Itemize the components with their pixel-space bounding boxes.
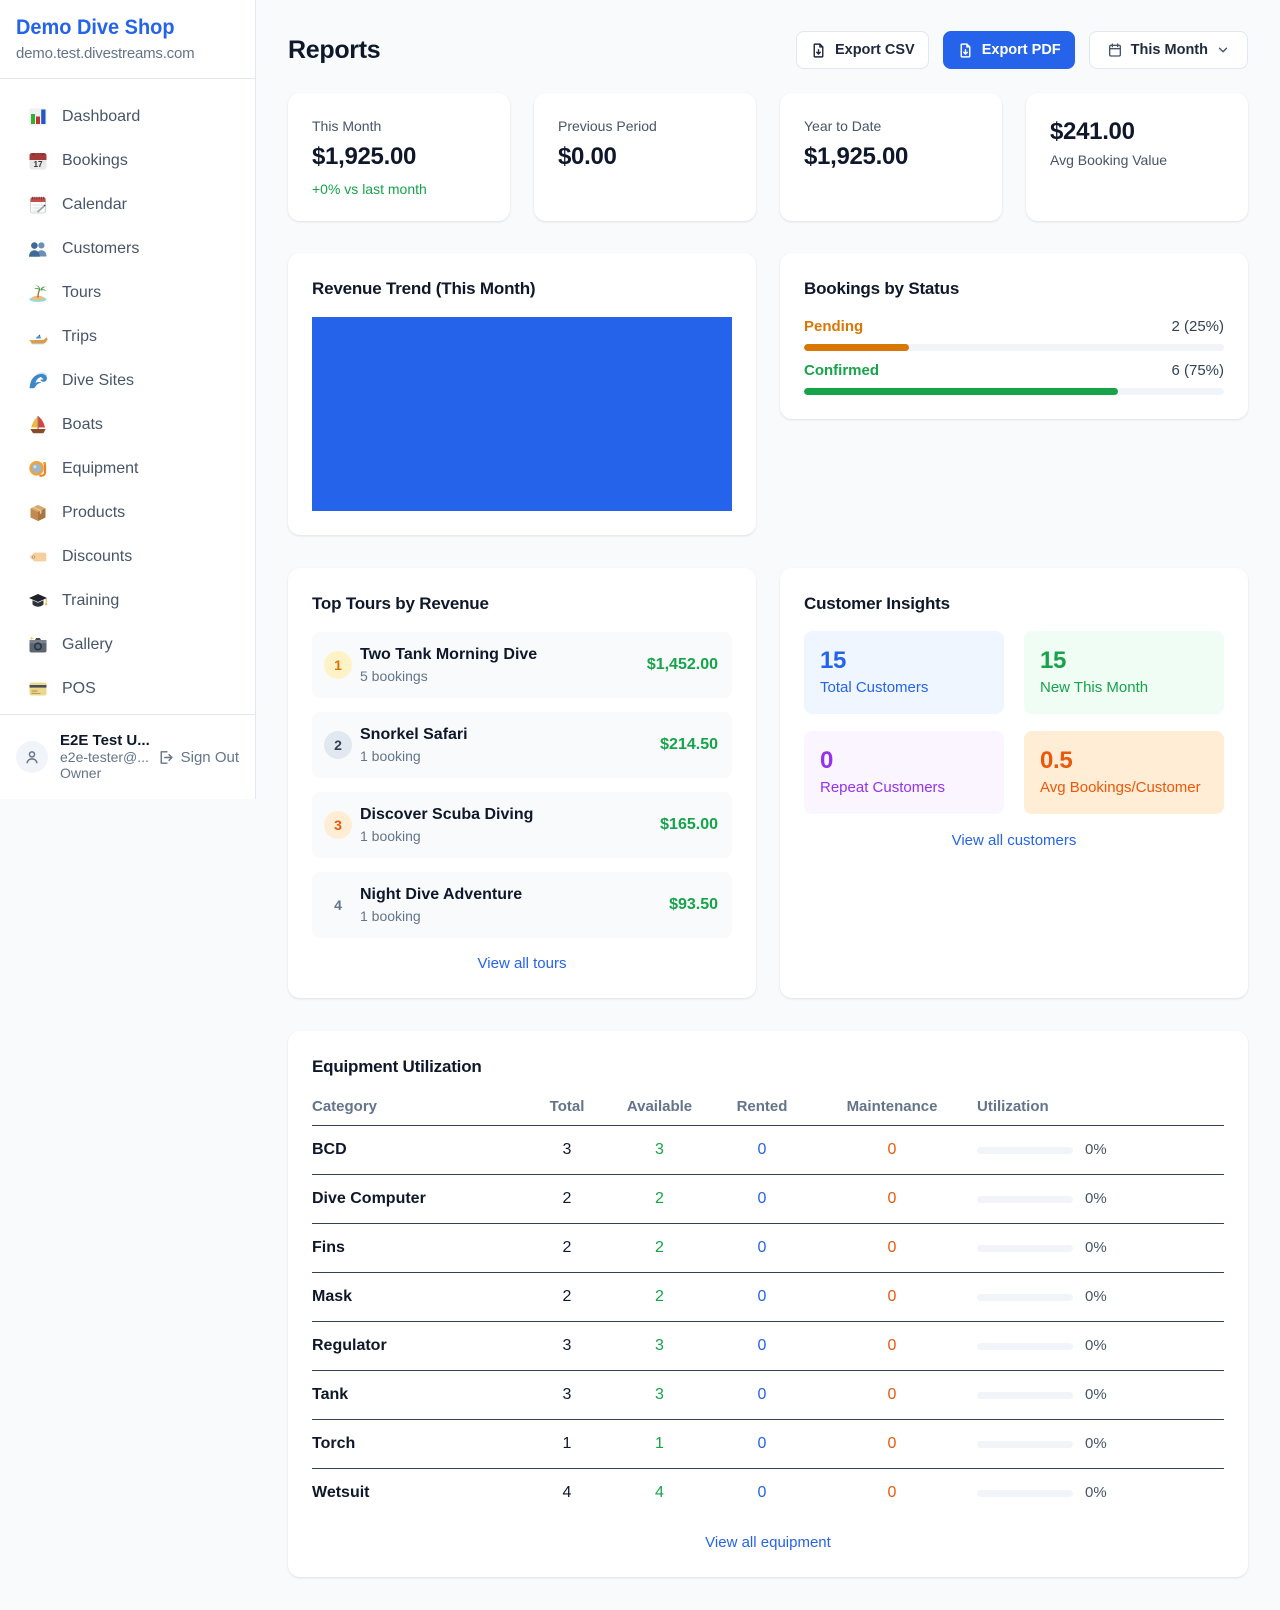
svg-text:17: 17 (33, 160, 43, 169)
